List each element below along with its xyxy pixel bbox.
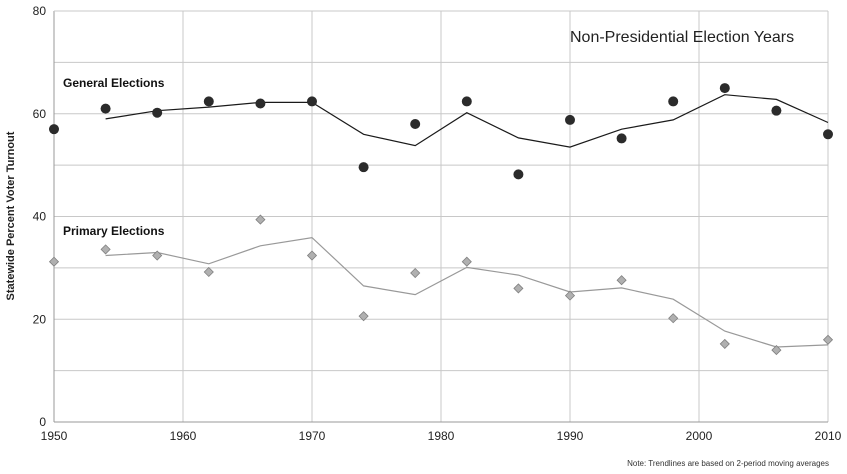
general-point [719, 83, 730, 94]
primary-point [48, 256, 60, 267]
trendline-note: Note: Trendlines are based on 2-period m… [627, 459, 829, 468]
general-point [513, 169, 524, 180]
primary-point [255, 214, 266, 225]
x-tick-label: 2000 [686, 429, 713, 443]
general-point [565, 114, 575, 125]
general-point [49, 124, 59, 135]
general-point [771, 105, 782, 116]
x-tick-label: 1990 [557, 429, 584, 443]
general-point [255, 98, 266, 109]
labels: Statewide Percent Voter Turnout Non-Pres… [5, 29, 829, 468]
primary-point [306, 250, 318, 261]
y-tick-label: 60 [33, 107, 47, 121]
general-point [668, 96, 679, 107]
general-point [461, 96, 472, 107]
trendline-primary [105, 236, 829, 348]
x-tick-label: 2010 [815, 429, 842, 443]
primary-point [822, 334, 834, 345]
general-point [616, 133, 627, 144]
primary-point [152, 250, 163, 261]
primary-point [771, 345, 782, 356]
primary-point [616, 275, 627, 286]
series-label-general: General Elections [63, 76, 165, 90]
grid [54, 10, 829, 422]
primary-point [564, 290, 576, 301]
y-tick-label: 80 [33, 4, 47, 18]
primary-point [100, 244, 111, 255]
y-tick-label: 40 [33, 210, 47, 224]
general-point [823, 129, 833, 140]
x-tick-label: 1950 [41, 429, 68, 443]
general-point [100, 103, 111, 114]
x-tick-label: 1980 [428, 429, 455, 443]
primary-point [358, 311, 369, 322]
general-point [410, 119, 421, 130]
general-point [203, 96, 214, 107]
primary-point [513, 283, 524, 294]
general-point [358, 162, 369, 173]
y-tick-label: 20 [33, 312, 47, 326]
chart-title: Non-Presidential Election Years [570, 29, 794, 46]
axes: 1950 1960 1970 1980 1990 2000 2010 0 20 40 60 80 [33, 4, 842, 443]
y-tick-label: 0 [39, 415, 46, 429]
primary-point [410, 267, 421, 279]
trendlines [105, 94, 829, 348]
primary-point [461, 256, 472, 267]
primary-point [668, 313, 679, 324]
general-point [307, 96, 317, 107]
x-tick-label: 1970 [299, 429, 326, 443]
primary-point [203, 266, 214, 278]
y-axis-label: Statewide Percent Voter Turnout [5, 131, 17, 300]
primary-point [719, 338, 730, 349]
trendline-general [105, 94, 829, 148]
x-tick-label: 1960 [170, 429, 197, 443]
series-label-primary: Primary Elections [63, 224, 165, 238]
general-point [152, 107, 163, 118]
data-points [48, 83, 834, 356]
